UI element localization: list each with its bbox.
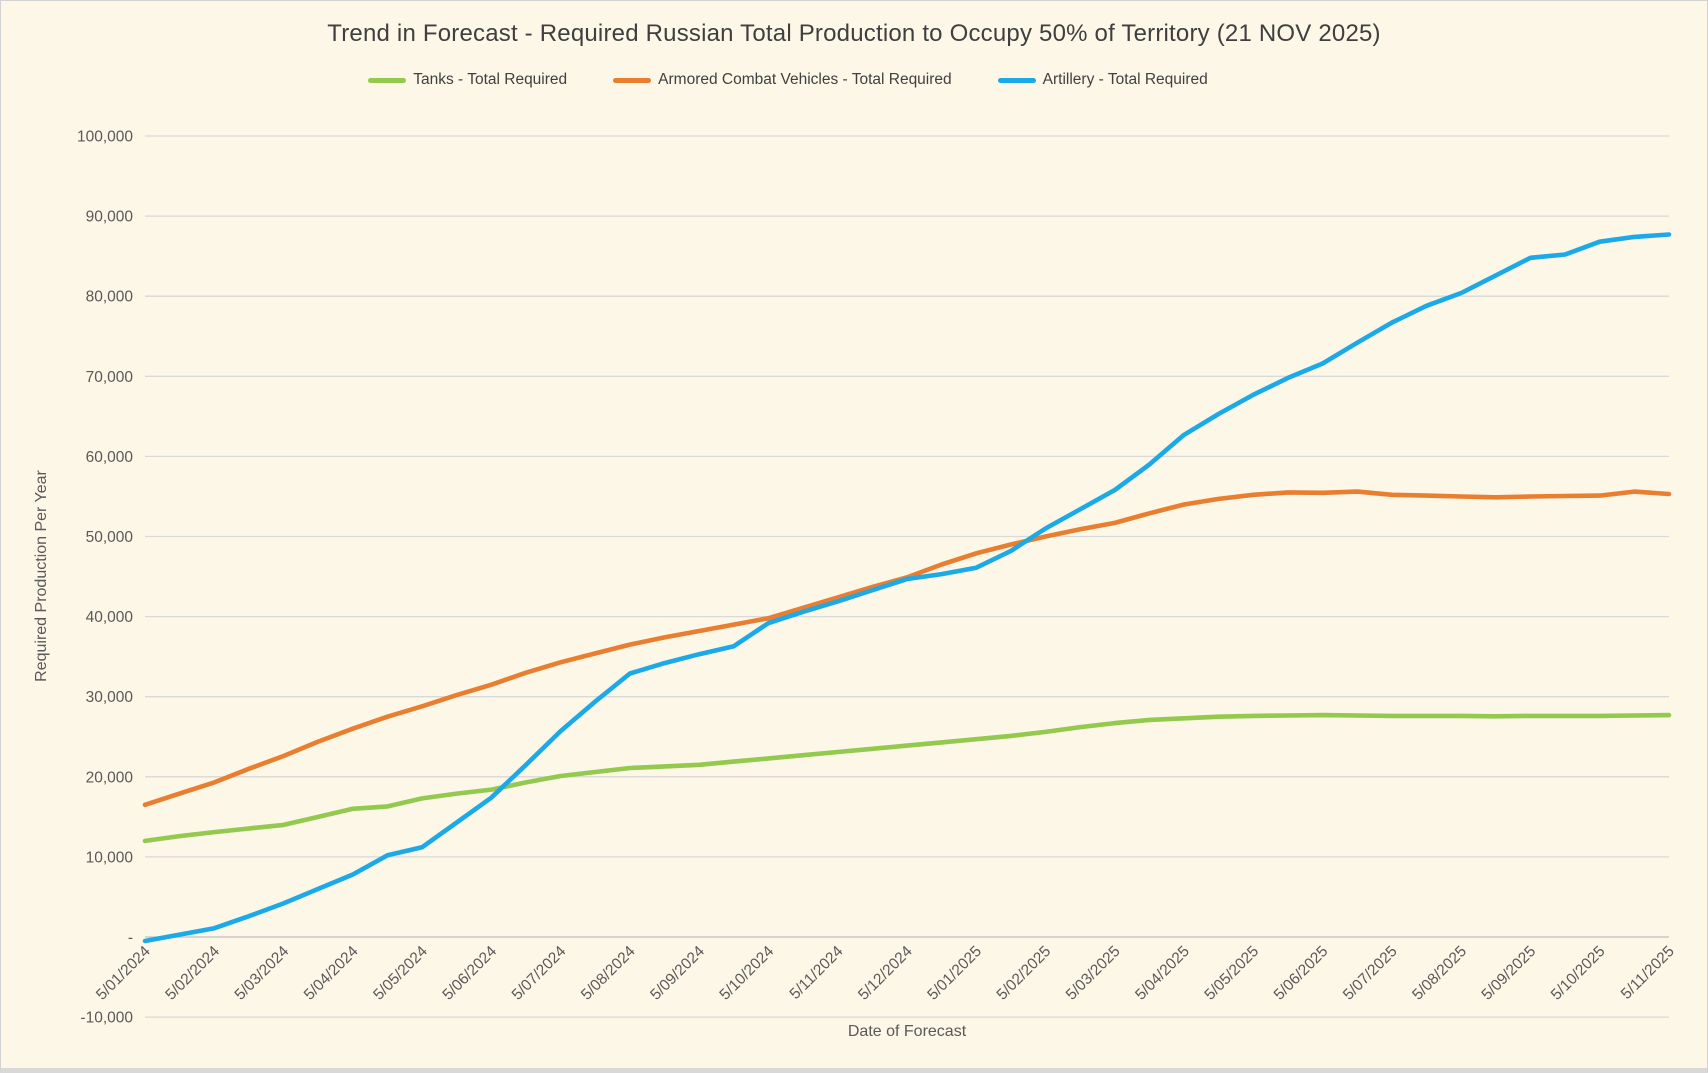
x-tick-label: 5/12/2024 xyxy=(855,943,916,1004)
legend-swatch-artillery xyxy=(997,77,1036,83)
series-line-artillery xyxy=(142,232,1672,944)
x-tick-label: 5/06/2024 xyxy=(439,943,500,1004)
x-tick-label: 5/06/2025 xyxy=(1271,943,1332,1004)
x-tick-label: 5/03/2025 xyxy=(1063,943,1124,1004)
series-line-tanks xyxy=(142,712,1672,844)
x-tick-label: 5/11/2025 xyxy=(1618,943,1678,1003)
x-tick-label: 5/04/2025 xyxy=(1132,943,1193,1004)
x-tick-label: 5/05/2024 xyxy=(370,943,431,1004)
y-axis-title: Required Production Per Year xyxy=(33,470,50,682)
chart-title: Trend in Forecast - Required Russian Tot… xyxy=(327,20,1381,47)
y-tick-label: 60,000 xyxy=(86,449,134,466)
legend-label-tanks: Tanks - Total Required xyxy=(413,71,568,88)
legend: Tanks - Total Required Armored Combat Ve… xyxy=(1,71,1575,89)
y-tick-label: - xyxy=(128,930,133,947)
x-tick-label: 5/09/2025 xyxy=(1478,943,1539,1004)
legend-swatch-tanks xyxy=(368,77,407,83)
x-tick-label: 5/01/2025 xyxy=(924,943,985,1004)
x-tick-label: 5/02/2024 xyxy=(162,943,223,1004)
y-tick-label: 30,000 xyxy=(86,689,134,706)
y-tick-label: 70,000 xyxy=(86,369,134,386)
series-line-armored xyxy=(142,489,1672,808)
y-tick-label: 10,000 xyxy=(86,849,134,866)
x-tick-label: 5/07/2024 xyxy=(509,943,570,1004)
legend-item-artillery: Artillery - Total Required xyxy=(997,71,1208,89)
x-tick-label: 5/10/2025 xyxy=(1548,943,1609,1004)
x-tick-label: 5/02/2025 xyxy=(994,943,1055,1004)
x-tick-label: 5/10/2024 xyxy=(716,943,777,1004)
y-tick-label: 80,000 xyxy=(86,289,134,306)
legend-item-tanks: Tanks - Total Required xyxy=(368,71,567,89)
y-tick-label: 20,000 xyxy=(86,769,134,786)
x-tick-label: 5/08/2025 xyxy=(1409,943,1470,1004)
legend-item-armored-combat-vehicles: Armored Combat Vehicles - Total Required xyxy=(613,71,952,89)
legend-swatch-armored-combat-vehicles xyxy=(613,77,652,83)
x-tick-label: 5/01/2024 xyxy=(93,943,154,1004)
y-tick-label: 90,000 xyxy=(86,209,134,226)
x-tick-label: 5/04/2024 xyxy=(301,943,362,1004)
legend-label-armored-combat-vehicles: Armored Combat Vehicles - Total Required xyxy=(658,71,952,88)
legend-label-artillery: Artillery - Total Required xyxy=(1042,71,1208,88)
y-tick-label: 50,000 xyxy=(86,529,134,546)
x-tick-label: 5/09/2024 xyxy=(647,943,708,1004)
x-tick-label: 5/08/2024 xyxy=(578,943,639,1004)
x-tick-label: 5/03/2024 xyxy=(232,943,293,1004)
y-tick-label: -10,000 xyxy=(80,1010,133,1027)
x-tick-label: 5/07/2025 xyxy=(1340,943,1401,1004)
y-tick-label: 100,000 xyxy=(77,129,133,146)
x-axis-title: Date of Forecast xyxy=(847,1023,967,1040)
y-tick-label: 40,000 xyxy=(86,609,134,626)
x-tick-label: 5/11/2024 xyxy=(787,943,847,1003)
x-tick-label: 5/05/2025 xyxy=(1201,943,1262,1004)
